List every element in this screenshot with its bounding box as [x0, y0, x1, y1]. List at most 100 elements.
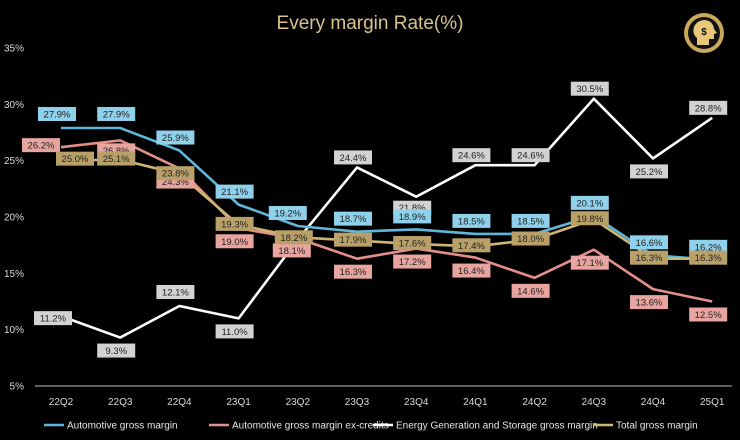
data-label-text: 17.1%: [576, 258, 603, 269]
data-label: 19.2%: [268, 206, 307, 221]
data-labels: 11.2% 9.3% 12.1% 11.0% 24.4% 21.8% 24.6% 24.6% 3…: [22, 81, 728, 358]
data-label: 28.8%: [689, 100, 728, 115]
data-label-box: [268, 206, 307, 221]
data-label-box: [689, 307, 728, 322]
data-label: 23.8%: [156, 166, 195, 181]
data-label-box: [334, 150, 372, 165]
data-label-box: [570, 211, 609, 226]
data-label-box: [511, 231, 550, 246]
x-tick-label: 25Q1: [700, 397, 725, 408]
data-label-box: [156, 130, 195, 145]
legend-item-3: Total gross margin: [593, 421, 698, 432]
legend-label: Energy Generation and Storage gross marg…: [396, 421, 598, 432]
data-label: 18.9%: [393, 209, 432, 224]
x-tick-label: 24Q2: [522, 397, 547, 408]
data-label-text: 25.9%: [162, 133, 189, 144]
data-label-text: 17.9%: [340, 235, 367, 246]
data-label: 27.9%: [38, 106, 76, 121]
data-label-box: [97, 151, 136, 166]
legend-item-0: Automotive gross margin: [44, 421, 178, 432]
data-label: 24.6%: [452, 148, 491, 163]
data-label: 24.6%: [511, 148, 550, 163]
data-label-text: 13.6%: [636, 298, 663, 309]
data-label-text: 11.2%: [40, 314, 67, 325]
legend: Automotive gross margin Automotive gross …: [44, 421, 698, 432]
legend-label: Automotive gross margin ex-credits: [232, 421, 389, 432]
data-label-box: [630, 235, 668, 250]
y-tick-label: 30%: [4, 100, 24, 111]
data-label: 17.4%: [452, 238, 491, 253]
data-label-box: [156, 285, 195, 300]
x-tick-label: 23Q2: [286, 397, 311, 408]
data-label-text: 16.4%: [458, 266, 485, 277]
data-label-box: [630, 295, 668, 310]
data-label-text: 18.5%: [458, 216, 485, 227]
data-label: 18.2%: [274, 230, 313, 245]
data-label: 27.9%: [97, 106, 136, 121]
data-label: 26.2%: [22, 138, 60, 153]
y-tick-label: 25%: [4, 156, 24, 167]
data-label-text: 19.0%: [221, 237, 248, 248]
data-label: 17.2%: [393, 254, 432, 269]
data-label-box: [570, 195, 609, 210]
logo: $: [684, 13, 724, 53]
data-label-box: [689, 250, 728, 265]
data-label-text: 18.5%: [517, 216, 544, 227]
data-label-box: [38, 106, 76, 121]
x-tick-label: 23Q1: [226, 397, 251, 408]
data-label-text: 26.2%: [28, 141, 55, 152]
data-label-text: 24.6%: [458, 151, 485, 162]
data-label-box: [215, 234, 254, 249]
data-label: 17.6%: [393, 236, 432, 251]
data-label-box: [393, 209, 432, 224]
x-tick-label: 24Q1: [463, 397, 488, 408]
data-label: 30.5%: [570, 81, 609, 96]
data-label: 25.1%: [97, 151, 136, 166]
data-label-text: 16.6%: [636, 238, 663, 249]
legend-item-1: Automotive gross margin ex-credits: [209, 421, 389, 432]
data-label-box: [452, 263, 491, 278]
data-label-box: [56, 151, 94, 166]
data-label: 18.0%: [511, 231, 550, 246]
data-label-box: [452, 213, 491, 228]
data-label-text: 18.9%: [399, 212, 426, 223]
data-label-text: 19.2%: [274, 209, 301, 220]
data-label-box: [630, 164, 668, 179]
data-label-text: 26.8%: [103, 146, 130, 157]
data-label: 17.9%: [334, 232, 372, 247]
x-tick-label: 24Q3: [582, 397, 607, 408]
dollar-head-icon: [693, 20, 717, 45]
data-label: 19.3%: [215, 216, 254, 231]
data-label: 13.6%: [630, 295, 668, 310]
data-label-box: [22, 138, 60, 153]
data-label-text: 25.1%: [103, 154, 130, 165]
data-label-text: 18.7%: [340, 214, 367, 225]
data-label: 20.1%: [570, 195, 609, 210]
data-label-box: [215, 184, 254, 199]
data-label: 12.1%: [156, 285, 195, 300]
x-tick-label: 22Q4: [167, 397, 192, 408]
data-label-text: 21.1%: [221, 187, 248, 198]
data-label-text: 18.1%: [278, 246, 305, 257]
legend-label: Automotive gross margin: [67, 421, 178, 432]
data-label-text: 18.0%: [517, 234, 544, 245]
x-tick-label: 23Q3: [345, 397, 370, 408]
data-label: 16.2%: [689, 239, 728, 254]
data-label-box: [689, 239, 728, 254]
data-label-text: 12.1%: [162, 288, 189, 299]
data-label-box: [393, 236, 432, 251]
y-tick-label: 10%: [4, 325, 24, 336]
data-label-box: [272, 243, 311, 258]
data-label-text: 16.3%: [636, 253, 663, 264]
data-label-box: [630, 250, 668, 265]
data-label: 25.0%: [56, 151, 94, 166]
data-label: 18.5%: [452, 213, 491, 228]
data-label: 12.5%: [689, 307, 728, 322]
data-label: 9.3%: [97, 343, 136, 358]
data-label-text: 21.8%: [399, 203, 426, 214]
data-label-text: 11.0%: [221, 327, 248, 338]
data-label: 25.9%: [156, 130, 195, 145]
data-label: 25.2%: [630, 164, 668, 179]
data-label-box: [511, 283, 550, 298]
